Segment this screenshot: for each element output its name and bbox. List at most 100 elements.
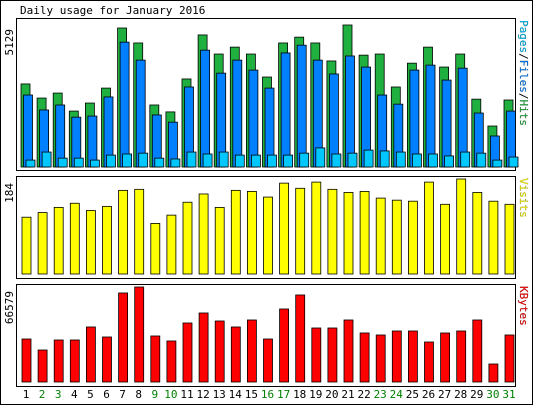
x-tick-label: 28	[454, 388, 467, 401]
x-tick-label: 29	[470, 388, 483, 401]
plot-area	[16, 284, 516, 387]
bar	[198, 193, 209, 275]
x-tick-label: 24	[390, 388, 404, 401]
bar	[283, 154, 294, 168]
bar	[150, 335, 161, 383]
bar	[214, 206, 225, 275]
bar	[424, 181, 434, 275]
bar	[440, 203, 451, 275]
bar	[343, 192, 354, 275]
bar	[134, 286, 145, 383]
legend-entry: Files	[517, 60, 530, 93]
bar	[391, 199, 402, 275]
bar	[407, 330, 418, 383]
bar	[363, 149, 374, 168]
x-tick-label: 8	[135, 388, 142, 401]
bar	[122, 153, 132, 168]
bar	[424, 341, 434, 383]
bar	[299, 152, 310, 168]
x-tick-label: 19	[309, 388, 322, 401]
bar	[87, 115, 98, 168]
x-tick-label: 26	[422, 388, 435, 401]
y-tick-label: 5129	[3, 29, 16, 56]
bar	[267, 154, 277, 168]
x-tick-label: 27	[438, 388, 451, 401]
bar	[345, 55, 355, 168]
legend: KBytes	[517, 286, 530, 326]
bar	[232, 59, 243, 168]
bar	[37, 212, 48, 275]
x-tick-label: 1	[23, 388, 30, 401]
bar	[69, 339, 80, 383]
x-tick-label: 18	[293, 388, 306, 401]
bar	[135, 59, 146, 168]
x-tick-label: 12	[196, 388, 209, 401]
bar	[444, 155, 455, 168]
bar	[311, 181, 322, 275]
x-tick-label: 9	[151, 388, 158, 401]
bar	[375, 334, 386, 383]
plot-area	[16, 176, 516, 279]
bar	[202, 153, 213, 168]
bar	[472, 192, 483, 275]
bar	[86, 326, 96, 383]
bar	[328, 73, 339, 168]
bar	[440, 332, 451, 383]
chart-title: Daily usage for January 2016	[20, 4, 205, 17]
bar	[234, 154, 245, 168]
bar	[279, 182, 290, 275]
y-tick-label: 66579	[3, 291, 16, 324]
bar	[331, 153, 342, 168]
bar	[166, 340, 177, 383]
bar	[186, 151, 197, 168]
legend-entry: Hits	[517, 100, 530, 127]
bar	[41, 151, 52, 168]
bar	[395, 151, 406, 168]
bar	[411, 153, 422, 168]
bar	[200, 49, 211, 168]
x-tick-label: 4	[71, 388, 78, 401]
x-tick-label: 17	[277, 388, 290, 401]
bar	[315, 147, 326, 168]
bar	[441, 79, 452, 168]
bar	[379, 150, 390, 168]
bar	[460, 151, 471, 168]
bar	[250, 154, 261, 168]
legend: Visits	[517, 178, 530, 218]
bar	[90, 159, 100, 168]
bar	[86, 210, 96, 275]
bar	[102, 336, 112, 383]
bar	[246, 190, 257, 275]
x-tick-label: 14	[229, 388, 243, 401]
x-tick-label: 11	[180, 388, 193, 401]
bar	[102, 205, 112, 275]
bar	[21, 338, 32, 383]
bar	[296, 44, 307, 168]
bar	[53, 339, 64, 383]
x-tick-label: 5	[87, 388, 94, 401]
bar	[25, 159, 36, 168]
bar	[69, 202, 80, 275]
legend-separator: /	[517, 93, 530, 100]
bar	[343, 319, 354, 383]
bar	[311, 327, 322, 383]
x-tick-label: 7	[119, 388, 126, 401]
bar	[508, 156, 519, 168]
bar	[263, 196, 273, 275]
legend: Pages/Files/Hits	[517, 20, 530, 126]
bar	[198, 312, 209, 383]
bar	[23, 94, 33, 168]
bar	[37, 349, 48, 383]
bar	[327, 188, 338, 275]
x-tick-label: 6	[103, 388, 110, 401]
bar	[428, 153, 438, 168]
bar	[134, 188, 145, 275]
x-tick-label: 30	[486, 388, 499, 401]
x-tick-label: 3	[55, 388, 62, 401]
bar	[504, 334, 515, 383]
bar	[214, 320, 225, 383]
bar	[230, 326, 241, 383]
bar	[246, 319, 257, 383]
bar	[456, 330, 467, 383]
